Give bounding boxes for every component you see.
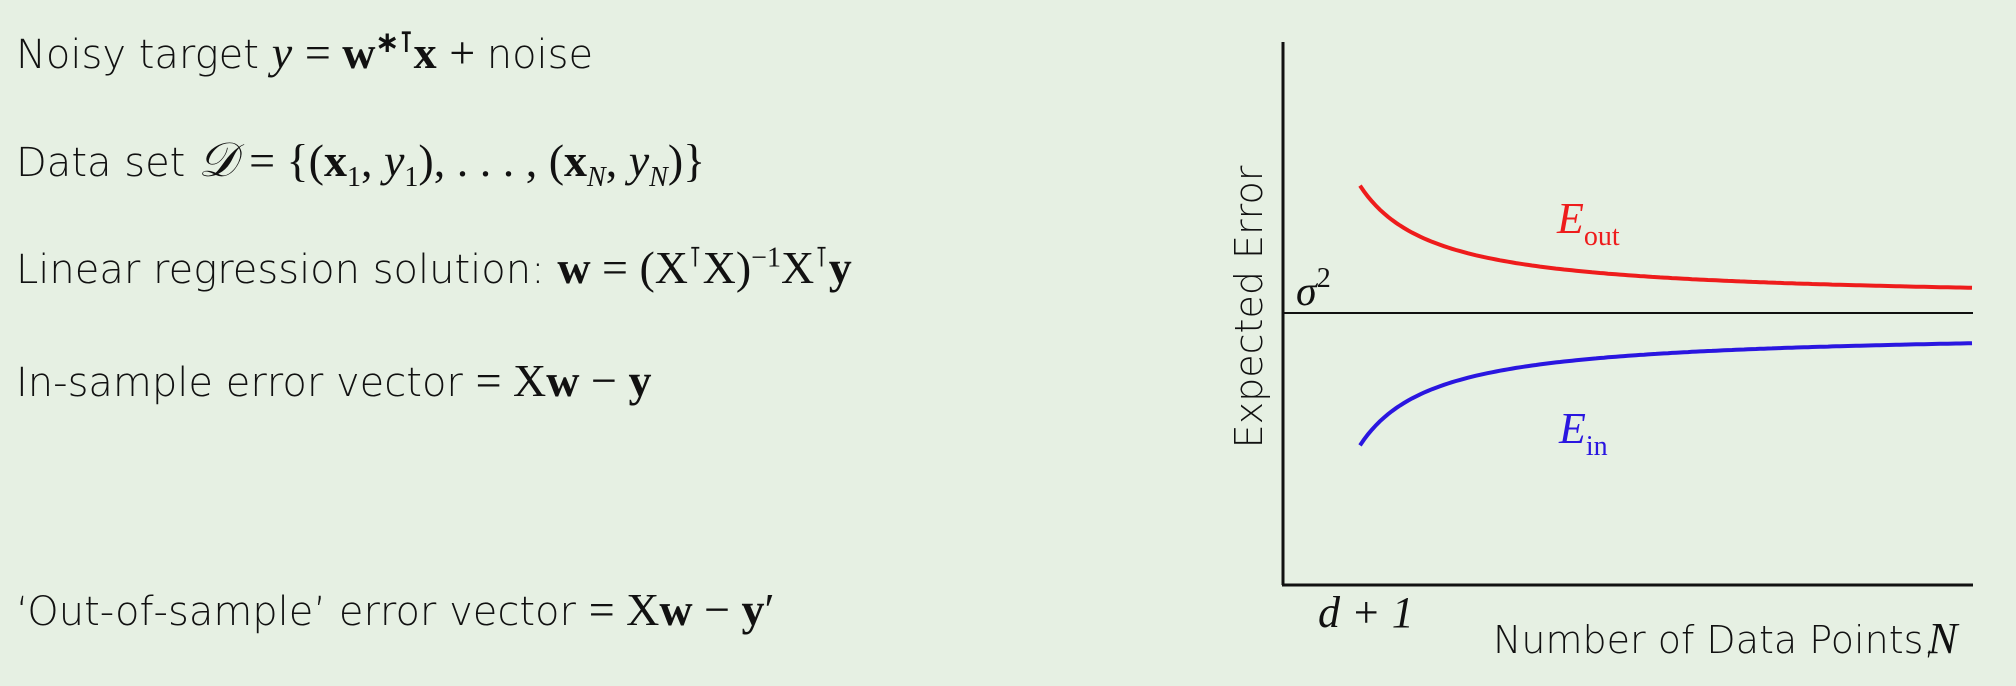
linreg-label: Linear regression solution: bbox=[16, 247, 545, 293]
out-sample-equation: ‘Out-of-sample’ error vector = Xw − y′ bbox=[16, 587, 775, 633]
math-in-sample-body: = Xw − y bbox=[475, 355, 652, 406]
data-set-label: Data set bbox=[16, 140, 186, 186]
math-equals: = bbox=[304, 27, 343, 78]
math-dataset-body: = {(x1, y1), . . . , (xN, yN)} bbox=[249, 135, 706, 194]
e-in-curve bbox=[1358, 341, 1973, 447]
x-axis-label: Number of Data Points, bbox=[1493, 618, 1935, 662]
x-axis-variable: N bbox=[1927, 614, 1960, 663]
e-out-label: Eout bbox=[1556, 194, 1620, 252]
math-plus: + bbox=[449, 27, 487, 78]
e-out-subscript: out bbox=[1584, 221, 1620, 252]
math-w-star-t: w∗⊺x bbox=[342, 27, 437, 78]
linear-regression-equation: Linear regression solution: w = (X⊺X)−1X… bbox=[16, 242, 852, 293]
sigma-exponent: 2 bbox=[1317, 263, 1331, 294]
math-out-sample-body: = Xw − y′ bbox=[588, 584, 775, 635]
noisy-target-equation: Noisy target y = w∗⊺x + noise bbox=[16, 27, 594, 78]
math-linreg-body: w = (X⊺X)−1X⊺y bbox=[557, 242, 852, 293]
math-D: 𝒟 bbox=[198, 134, 237, 187]
in-sample-label: In-sample error vector bbox=[16, 360, 463, 406]
y-axis-label: Expected Error bbox=[1227, 165, 1271, 448]
sigma-symbol: σ bbox=[1296, 269, 1319, 315]
e-in-label: Ein bbox=[1558, 404, 1608, 462]
x-tick-label: d + 1 bbox=[1318, 588, 1414, 637]
math-y: y bbox=[271, 27, 293, 78]
in-sample-equation: In-sample error vector = Xw − y bbox=[16, 358, 651, 404]
sigma-squared-label: σ2 bbox=[1296, 263, 1331, 315]
noisy-target-label: Noisy target bbox=[16, 32, 259, 78]
e-out-symbol: E bbox=[1556, 194, 1584, 243]
noise-label: noise bbox=[486, 32, 594, 78]
data-set-equation: Data set 𝒟 = {(x1, y1), . . . , (xN, yN)… bbox=[16, 134, 706, 194]
e-in-symbol: E bbox=[1558, 404, 1586, 453]
out-sample-label: ‘Out-of-sample’ error vector bbox=[16, 589, 576, 635]
e-in-subscript: in bbox=[1586, 431, 1608, 462]
e-out-curve bbox=[1358, 184, 1973, 290]
